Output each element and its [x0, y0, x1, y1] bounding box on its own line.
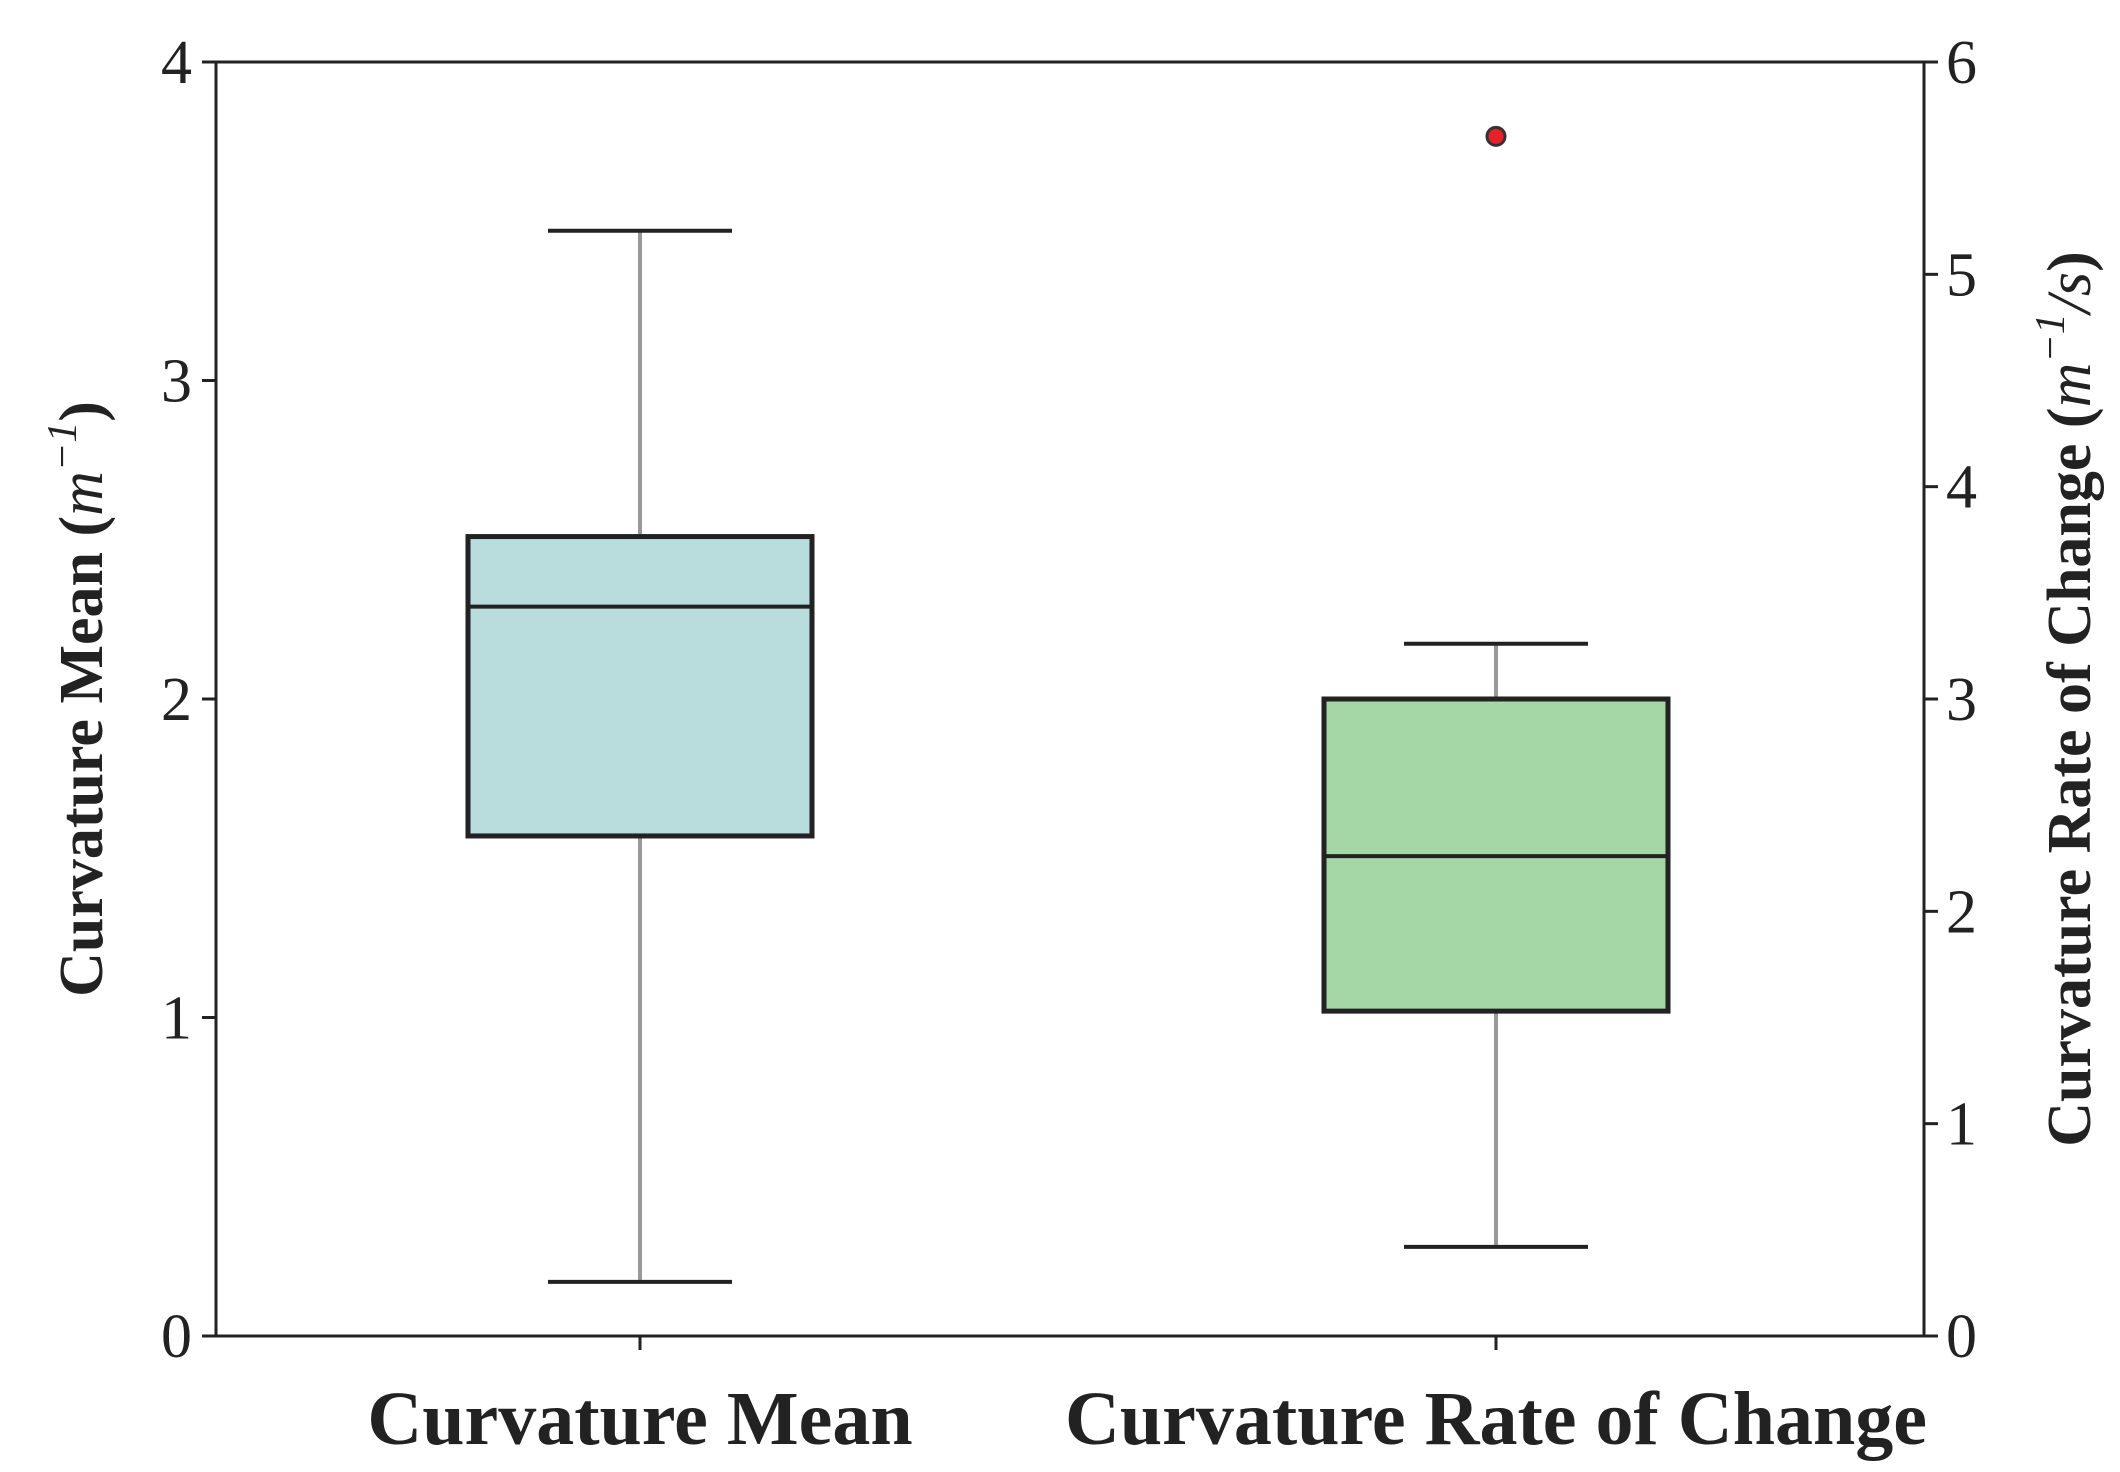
boxes — [465, 125, 1671, 1284]
left-tick-label: 3 — [161, 348, 192, 416]
right-axis-title: Curvature Rate of Change (m−1/s) — [2028, 251, 2104, 1146]
left-tick-label: 0 — [161, 1303, 192, 1371]
outlier-point — [1485, 125, 1507, 147]
x-category-label: Curvature Rate of Change — [1065, 1377, 1927, 1461]
left-tick-label: 4 — [161, 29, 192, 97]
right-tick-label: 5 — [1946, 241, 1977, 309]
right-tick-label: 4 — [1946, 454, 1977, 522]
labels: 0 1 2 3 4 0 1 2 3 4 5 6 Curvature Mean Curvature Rate… — [40, 29, 2104, 1461]
right-tick-label: 2 — [1946, 878, 1977, 946]
right-tick-label: 6 — [1946, 29, 1977, 97]
axes — [202, 60, 1938, 1350]
box — [465, 534, 815, 839]
left-tick-label: 2 — [161, 666, 192, 734]
left-tick-label: 1 — [161, 985, 192, 1053]
x-category-label: Curvature Mean — [367, 1377, 912, 1461]
right-tick-label: 0 — [1946, 1303, 1977, 1371]
right-tick-label: 3 — [1946, 666, 1977, 734]
left-axis-title: Curvature Mean (m−1) — [40, 401, 116, 997]
right-tick-label: 1 — [1946, 1091, 1977, 1159]
